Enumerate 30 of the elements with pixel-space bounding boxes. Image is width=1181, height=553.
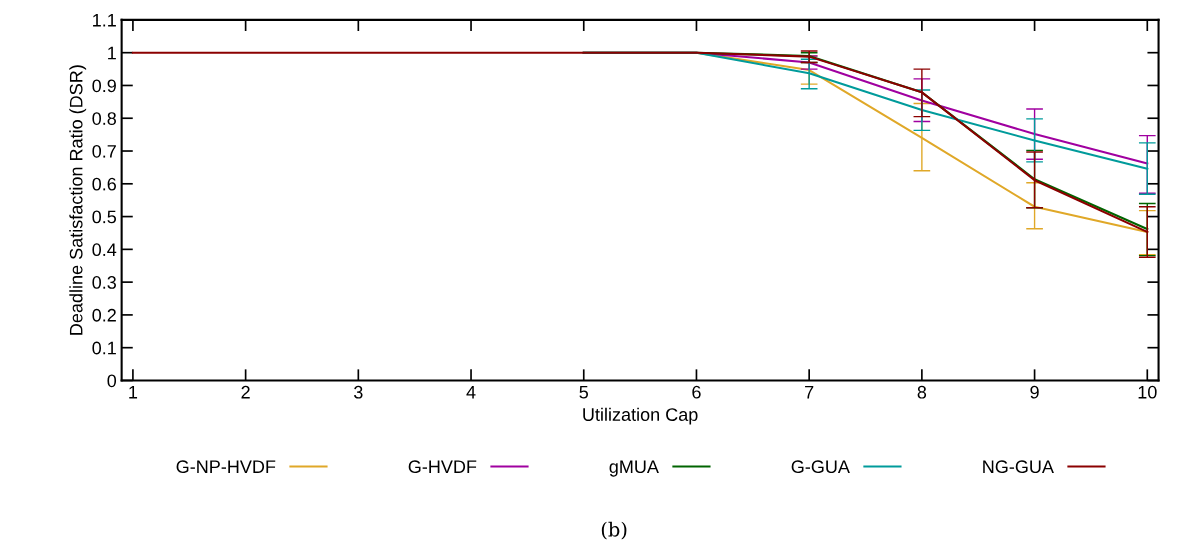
x-tick-label: 9 <box>1030 385 1039 399</box>
y-tick-label: 0.3 <box>92 276 116 289</box>
y-tick-label: 0.9 <box>92 79 116 93</box>
legend-label: G-HVDF <box>408 460 477 474</box>
text: (b) <box>601 521 627 540</box>
x-tick-label: 8 <box>917 385 927 399</box>
x-tick-label: 6 <box>692 385 701 399</box>
y-tick-label: 1.1 <box>93 14 116 27</box>
y-tick-label: 0.6 <box>92 177 116 191</box>
x-tick-label: 2 <box>241 385 250 399</box>
y-tick-label: 0.7 <box>92 144 116 158</box>
legend-label: NG-GUA <box>983 460 1054 474</box>
x-tick-label: 7 <box>805 385 814 399</box>
legend-label: G-NP-HVDF <box>176 460 276 474</box>
x-tick-label: 4 <box>466 385 476 399</box>
y-tick-label: 0.5 <box>92 210 117 224</box>
y-tick-label: 0.4 <box>92 243 117 257</box>
x-axis-title: Utilization Cap <box>583 407 698 425</box>
y-tick-label: 0 <box>107 374 117 388</box>
y-tick-label: 0.2 <box>92 308 116 322</box>
y-axis-title: Deadline Satisfaction Ratio (DSR) <box>69 65 87 335</box>
y-tick-label: 0.8 <box>92 112 116 125</box>
legend-label: G-GUA <box>791 460 850 474</box>
x-tick-label: 3 <box>354 385 363 399</box>
y-tick-label: 0.1 <box>92 341 116 355</box>
x-tick-label: 10 <box>1138 385 1157 399</box>
x-tick-label: 1 <box>129 385 138 399</box>
x-tick-label: 5 <box>579 385 589 399</box>
legend-label: gMUA <box>609 460 659 477</box>
y-tick-label: 1 <box>108 46 116 60</box>
